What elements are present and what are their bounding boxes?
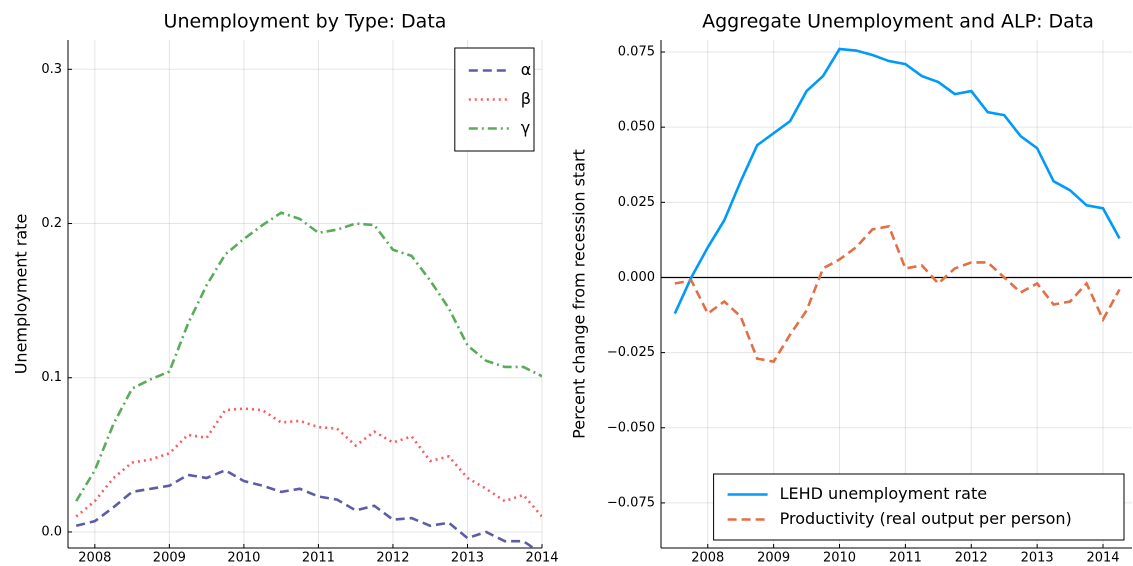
x-tick-label: 2011 bbox=[889, 551, 922, 566]
legend-label: Productivity (real output per person) bbox=[780, 509, 1072, 528]
y-tick-label: −0.050 bbox=[607, 420, 655, 435]
legend-label: LEHD unemployment rate bbox=[780, 484, 987, 503]
y-tick-label: 0.2 bbox=[41, 216, 62, 231]
plot-area bbox=[75, 211, 542, 548]
y-tick-label: 0.025 bbox=[618, 195, 655, 210]
series-line bbox=[75, 407, 542, 518]
x-tick-label: 2008 bbox=[78, 551, 111, 566]
series-line bbox=[674, 224, 1121, 364]
y-tick-label: 0.0 bbox=[41, 524, 62, 539]
y-axis-label: Unemployment rate bbox=[12, 214, 31, 375]
chart-title: Unemployment by Type: Data bbox=[164, 11, 447, 33]
legend-label: α bbox=[521, 60, 532, 79]
chart-title: Aggregate Unemployment and ALP: Data bbox=[702, 11, 1094, 33]
x-tick-label: 2008 bbox=[691, 551, 724, 566]
x-tick-label: 2013 bbox=[1021, 551, 1054, 566]
x-tick-label: 2014 bbox=[1086, 551, 1119, 566]
x-tick-label: 2009 bbox=[757, 551, 790, 566]
y-axis-label: Percent change from recession start bbox=[570, 149, 589, 439]
y-tick-label: 0.075 bbox=[618, 45, 655, 60]
x-tick-label: 2012 bbox=[955, 551, 988, 566]
x-tick-label: 2010 bbox=[823, 551, 856, 566]
x-tick-label: 2011 bbox=[302, 551, 335, 566]
legend-box bbox=[713, 473, 1125, 541]
y-tick-label: 0.050 bbox=[618, 120, 655, 135]
y-tick-label: −0.025 bbox=[607, 345, 655, 360]
x-tick-label: 2010 bbox=[227, 551, 260, 566]
series-line bbox=[75, 211, 542, 502]
x-tick-label: 2012 bbox=[376, 551, 409, 566]
x-tick-label: 2009 bbox=[153, 551, 186, 566]
plot-area bbox=[673, 47, 1121, 364]
x-tick-label: 2014 bbox=[525, 551, 558, 566]
series-line bbox=[673, 47, 1121, 315]
series-line bbox=[75, 468, 536, 548]
x-tick-label: 2013 bbox=[451, 551, 484, 566]
legend-label: β bbox=[521, 89, 531, 108]
legend-label: γ bbox=[521, 118, 530, 137]
y-tick-label: −0.075 bbox=[607, 495, 655, 510]
y-tick-label: 0.000 bbox=[618, 270, 655, 285]
y-tick-label: 0.1 bbox=[41, 370, 62, 385]
y-tick-label: 0.3 bbox=[41, 62, 62, 77]
